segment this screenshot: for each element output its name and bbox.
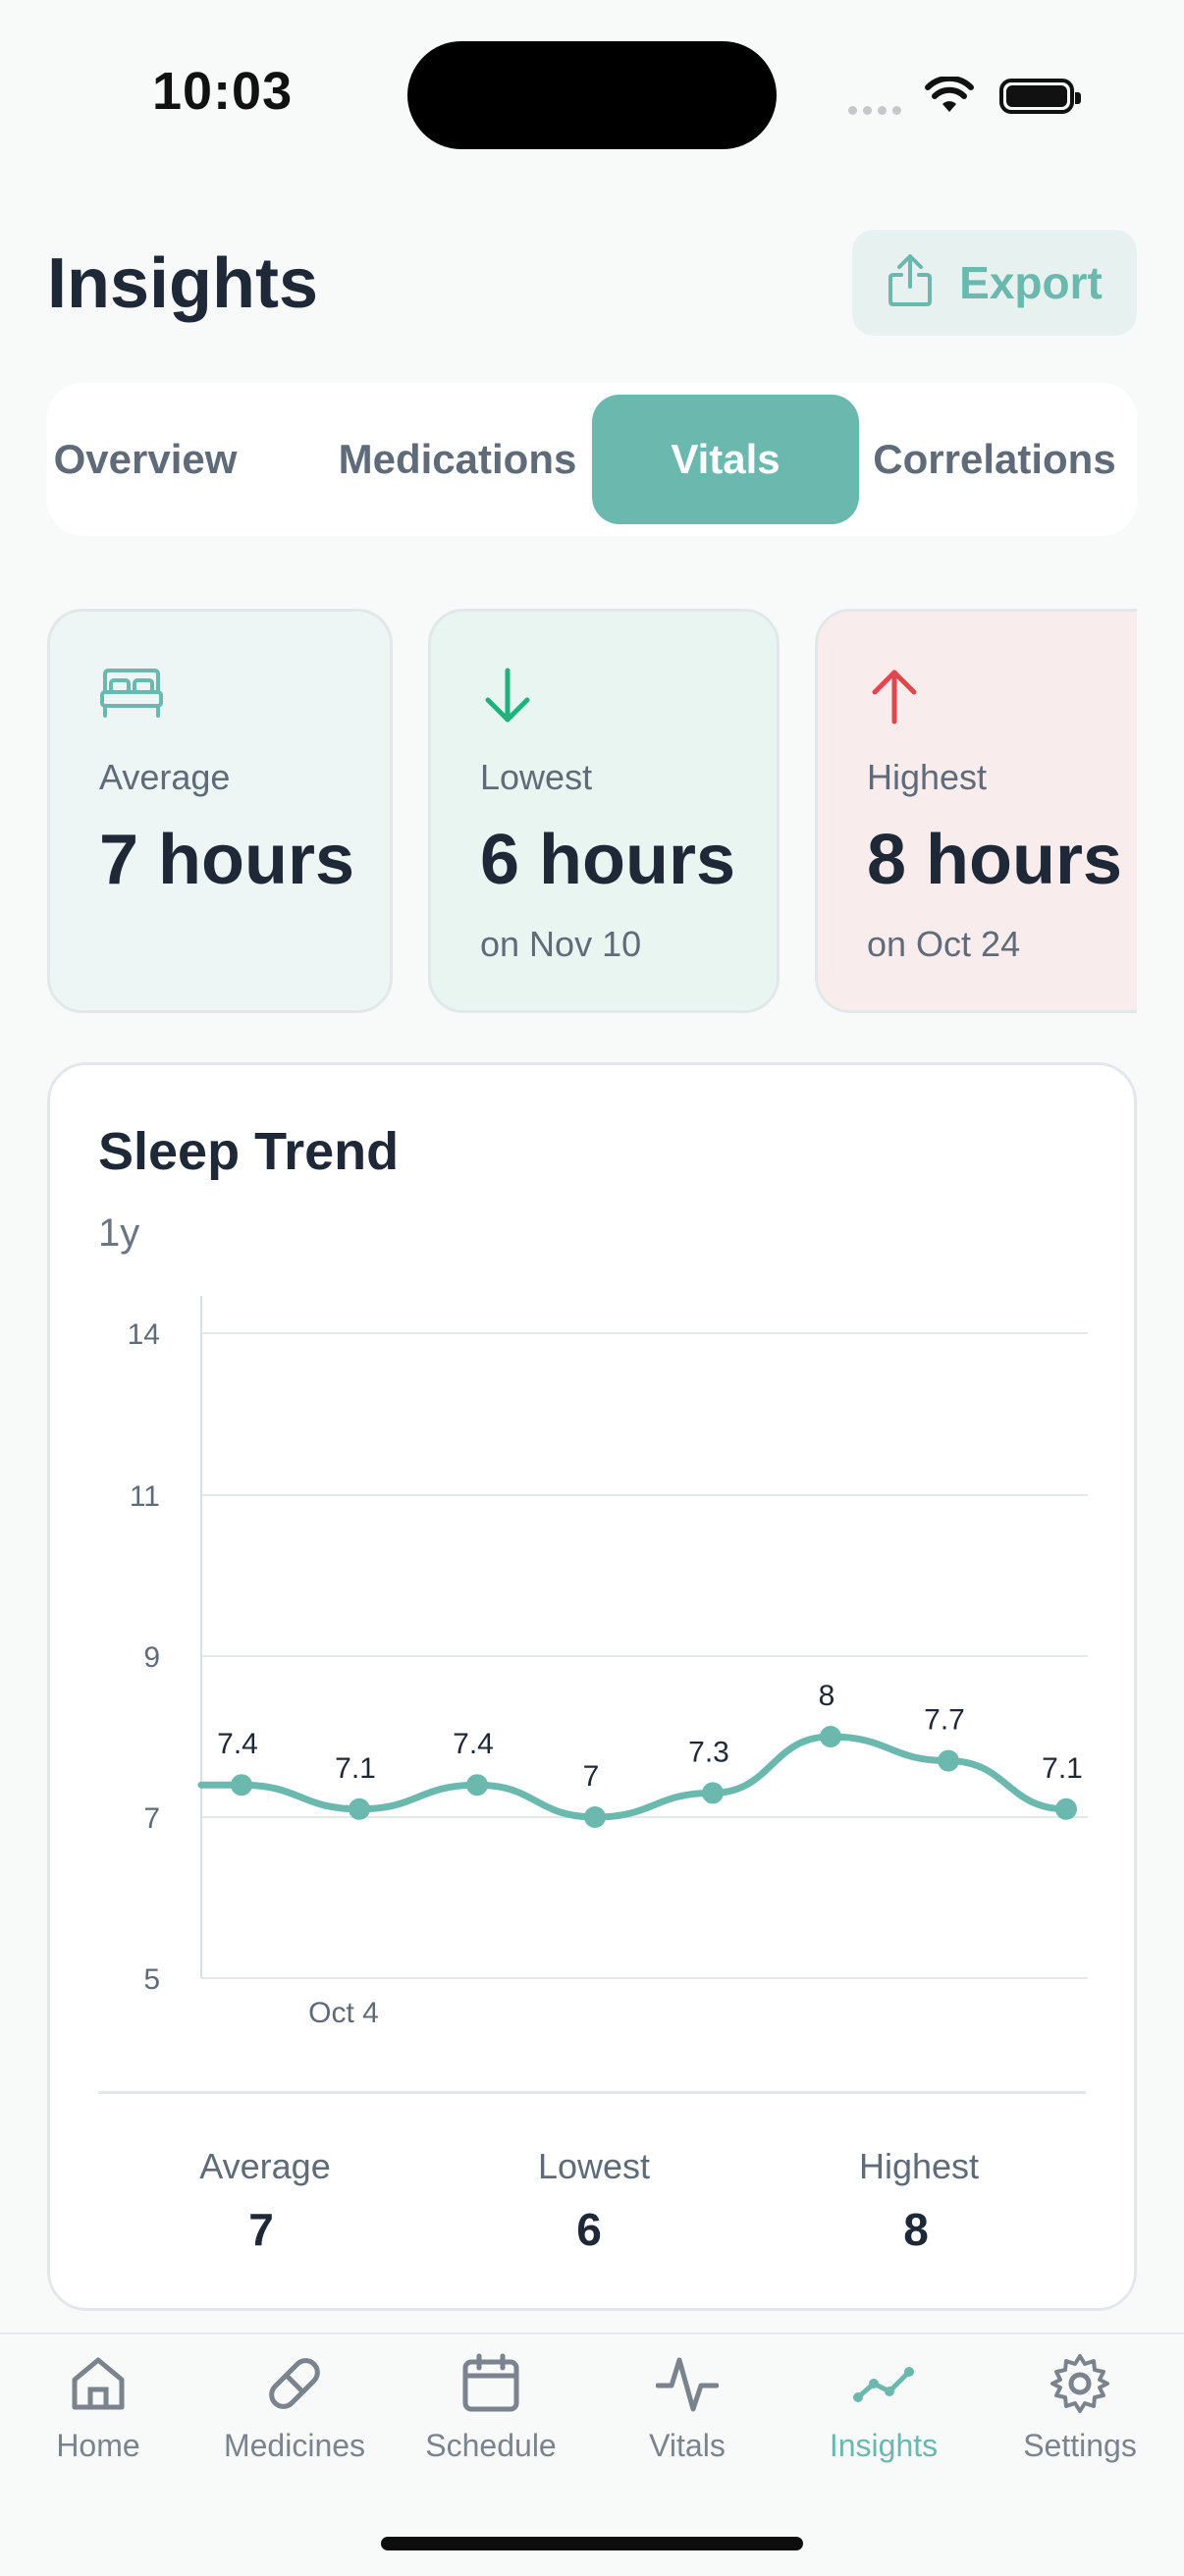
data-point [820,1726,841,1747]
tab-correlations[interactable]: Correlations [873,436,1116,482]
pulse-icon [655,2352,720,2420]
data-point [466,1774,488,1797]
home-indicator [381,2537,803,2550]
sleep-trend-card [47,1062,1137,2311]
stat-subtext: on Nov 10 [480,924,642,964]
nav-schedule[interactable]: Schedule [393,2352,589,2464]
export-button[interactable]: Export [852,230,1137,336]
share-icon [887,253,934,313]
data-label: 7.7 [924,1704,965,1737]
nav-vitals[interactable]: Vitals [589,2352,785,2464]
bottom-tab-bar [0,2333,1184,2576]
y-tick-label: 14 [128,1318,160,1351]
stat-label: Highest [867,757,988,797]
gear-icon [1049,2352,1111,2420]
stat-value: 7 hours [99,821,355,899]
calendar-icon [459,2352,522,2420]
nav-label: Schedule [425,2428,557,2463]
chart-title: Sleep Trend [98,1122,400,1181]
summary-lowest-label: Lowest [537,2146,651,2186]
summary-divider [98,2091,1086,2094]
data-point [702,1782,724,1804]
arrow-up-icon [867,667,922,730]
chart-range: 1y [98,1211,140,1255]
stat-label: Average [99,757,231,797]
page-title: Insights [47,244,319,323]
data-point [231,1774,252,1797]
trend-icon [852,2352,915,2420]
summary-average-value: 7 [248,2204,274,2255]
data-label: 7.1 [1042,1752,1083,1785]
stat-label: Lowest [480,757,593,797]
nav-label: Settings [1023,2428,1137,2463]
data-point [584,1806,606,1828]
nav-label: Home [56,2428,140,2463]
series-line [197,1733,1070,1821]
data-point [349,1798,370,1820]
stat-card-average: Average 7 hours [47,609,393,1013]
export-label: Export [959,257,1103,308]
tab-vitals[interactable]: Vitals [592,395,859,524]
x-tick-label: Oct 4 [308,1997,379,2029]
nav-medicines[interactable]: Medicines [196,2352,393,2464]
arrow-down-icon [480,667,535,730]
y-tick-label: 11 [130,1480,160,1513]
nav-home[interactable]: Home [0,2352,196,2464]
sleep-trend-chart: 5 7 9 11 14 Oct 4 7.4 7.1 7.4 7 7.3 8 7.7 7.1 [128,1296,1088,2029]
battery-icon [999,79,1081,114]
segmented-tabs: Overview Medications Vitals Correlations [47,383,1137,536]
stat-card-lowest: Lowest 6 hours on Nov 10 [428,609,780,1013]
summary-average-label: Average [199,2146,331,2186]
status-time: 10:03 [152,62,294,121]
data-label: 7.4 [453,1728,494,1760]
stat-subtext: on Oct 24 [867,924,1021,964]
cellular-signal-icon [848,102,907,120]
y-tick-label: 9 [143,1641,160,1674]
nav-label: Insights [829,2428,939,2463]
bed-icon [99,667,164,724]
data-point [938,1749,959,1772]
y-tick-label: 7 [143,1802,160,1835]
y-tick-label: 5 [143,1963,160,1996]
data-label: 7.1 [335,1752,376,1785]
data-label: 7.3 [688,1736,729,1768]
summary-lowest-value: 6 [576,2204,602,2255]
data-point [1055,1798,1077,1820]
data-label: 7.4 [217,1728,258,1760]
nav-label: Medicines [223,2428,366,2463]
wifi-icon [925,75,974,121]
tab-medications[interactable]: Medications [338,436,577,482]
data-label: 7 [583,1760,600,1793]
dynamic-island [407,41,777,149]
nav-insights[interactable]: Insights [785,2352,982,2464]
tab-overview[interactable]: Overview [53,436,238,482]
stat-value: 6 hours [480,821,736,899]
nav-label: Vitals [649,2428,726,2463]
stat-card-highest: Highest 8 hours on Oct 24 [815,609,1137,1013]
stat-value: 8 hours [867,821,1123,899]
nav-settings[interactable]: Settings [982,2352,1178,2464]
pill-icon [263,2352,326,2420]
summary-highest-value: 8 [903,2204,929,2255]
data-label: 8 [819,1680,835,1712]
home-icon [67,2352,130,2420]
summary-highest-label: Highest [858,2146,980,2186]
